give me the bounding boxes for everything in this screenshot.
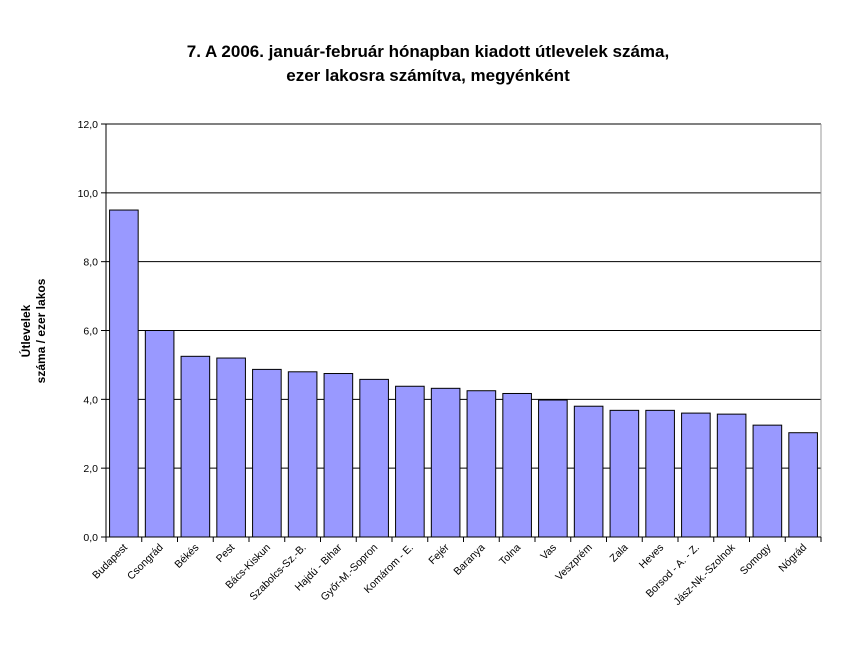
x-tick-label: Nógrád — [776, 542, 809, 575]
x-tick-label: Békés — [172, 542, 201, 571]
chart-title-line-1: 7. A 2006. január-február hónapban kiado… — [187, 42, 669, 61]
bar — [716, 413, 747, 538]
y-axis-label-line-2: száma / ezer lakos — [34, 278, 48, 383]
bar — [216, 357, 246, 538]
x-tick-label: Veszprém — [553, 541, 595, 583]
bar — [287, 371, 318, 538]
bar — [395, 385, 425, 538]
y-tick-label: 8,0 — [83, 257, 98, 269]
x-tick-label: Vas — [538, 542, 559, 563]
bar — [609, 409, 640, 538]
bar — [466, 390, 497, 538]
x-tick-label: Tolna — [497, 542, 523, 568]
x-tick-label: Somogy — [738, 541, 774, 577]
bar — [430, 387, 461, 538]
x-tick-label: Budapest — [90, 542, 130, 582]
bar — [180, 355, 211, 538]
x-tick-label: Csongrád — [125, 542, 166, 583]
x-tick-label: Zala — [608, 542, 631, 565]
x-tick-label: Heves — [637, 542, 667, 572]
bars — [109, 209, 818, 538]
x-tick-label: Jász-Nk.-Szolnok — [671, 541, 738, 608]
y-tick-label: 0,0 — [83, 532, 98, 544]
bar — [681, 412, 711, 538]
y-tick-labels: 0,0 2,0 4,0 6,0 8,0 10,0 12,0 — [78, 119, 99, 544]
gridlines — [106, 123, 821, 469]
bar — [788, 432, 818, 538]
x-tick-label: Fejér — [426, 541, 452, 567]
bar — [538, 399, 568, 538]
bar — [359, 378, 389, 538]
bar — [323, 373, 354, 538]
y-tick-label: 10,0 — [78, 188, 99, 200]
y-tick-label: 12,0 — [78, 119, 99, 131]
bar — [752, 424, 783, 538]
chart-title-line-2: ezer lakosra számítva, megyénként — [286, 66, 570, 85]
y-tick-label: 2,0 — [83, 463, 98, 475]
y-axis-label-line-1: Útlevelek — [18, 304, 33, 357]
bar — [109, 209, 139, 538]
x-tick-label: Pest — [214, 542, 237, 565]
axes — [101, 123, 822, 542]
x-tick-label: Baranya — [451, 542, 487, 578]
y-tick-label: 4,0 — [83, 394, 98, 406]
y-tick-label: 6,0 — [83, 326, 98, 338]
bar — [573, 405, 604, 538]
bar — [645, 409, 675, 538]
bar — [252, 368, 282, 538]
bar — [502, 392, 532, 538]
bar — [144, 330, 175, 538]
